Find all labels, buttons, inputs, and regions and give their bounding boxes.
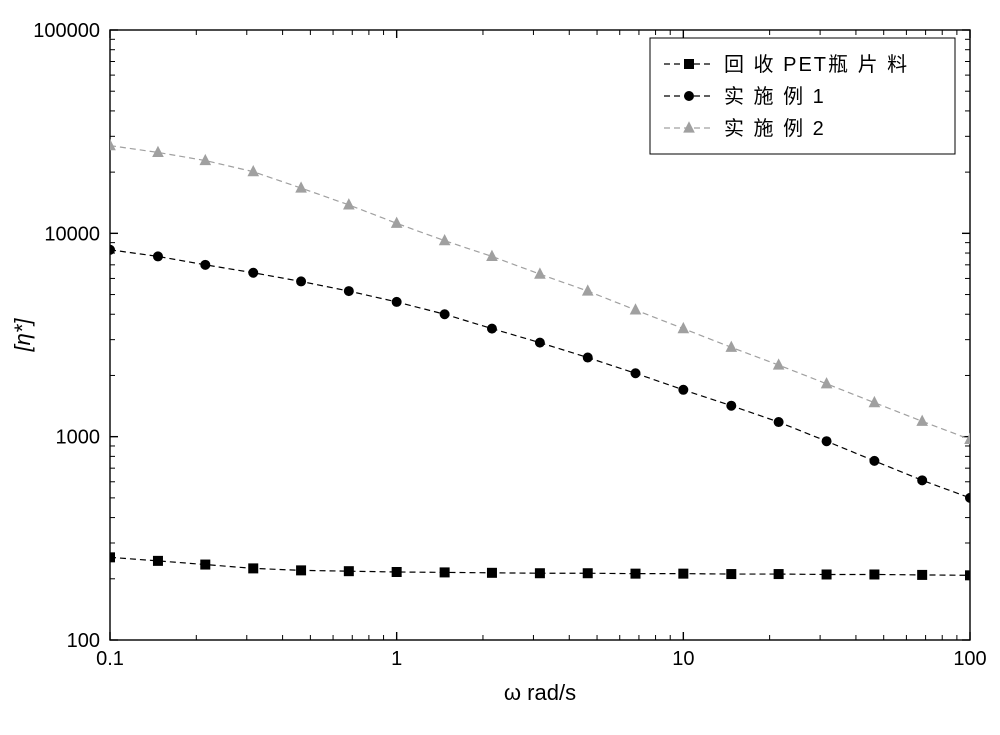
y-tick-label: 100000 bbox=[33, 20, 100, 42]
chart-container: 0.1 1 10 100 100 1000 10000 100000 ω rad/s [η*] 回 … bbox=[0, 0, 1000, 735]
x-axis-label: ω rad/s bbox=[504, 680, 576, 705]
y-axis-label: [η*] bbox=[10, 318, 35, 353]
x-tick-label: 100 bbox=[953, 648, 986, 670]
legend-label: 回 收 PET瓶 片 料 bbox=[724, 53, 909, 76]
y-tick-label: 10000 bbox=[44, 223, 100, 245]
x-tick-label: 0.1 bbox=[96, 648, 124, 670]
x-tick-label: 1 bbox=[391, 648, 402, 670]
legend-label: 实 施 例 2 bbox=[724, 117, 826, 140]
legend: 回 收 PET瓶 片 料实 施 例 1 实 施 例 2 bbox=[650, 38, 955, 154]
legend-label: 实 施 例 1 bbox=[724, 85, 826, 108]
chart-svg: 0.1 1 10 100 100 1000 10000 100000 ω rad/s [η*] 回 … bbox=[0, 0, 1000, 735]
y-tick-label: 1000 bbox=[56, 427, 101, 449]
y-tick-label: 100 bbox=[67, 630, 100, 652]
x-tick-label: 10 bbox=[672, 648, 694, 670]
